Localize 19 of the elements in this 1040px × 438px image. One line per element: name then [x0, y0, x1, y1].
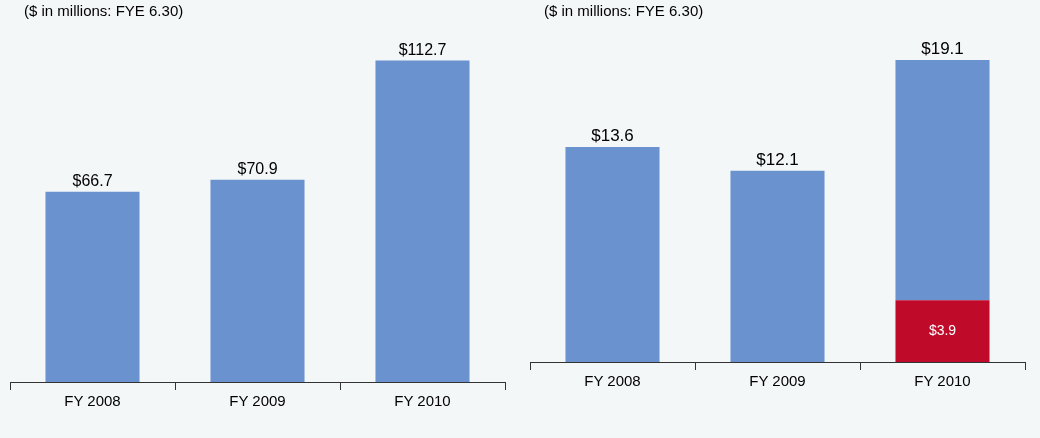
chart-subtitle: ($ in millions: FYE 6.30) [24, 2, 184, 19]
x-tick-label: FY 2008 [584, 372, 641, 390]
x-tick-label: FY 2009 [749, 372, 806, 390]
x-tick-label: FY 2008 [64, 392, 121, 410]
total-label: $12.1 [756, 149, 799, 169]
data-label: $3.9 [928, 322, 957, 339]
data-label: $66.7 [72, 172, 113, 190]
x-tick-label: FY 2009 [229, 392, 286, 410]
chart-subtitle: ($ in millions: FYE 6.30) [544, 2, 704, 19]
data-label: $112.7 [398, 40, 447, 58]
data-label: $70.9 [237, 160, 278, 178]
total-label: $13.6 [591, 126, 634, 146]
bar [895, 300, 990, 362]
bar [730, 170, 825, 362]
x-tick-label: FY 2010 [394, 392, 451, 410]
total-label: $19.1 [921, 39, 964, 59]
bar [895, 60, 990, 301]
bar [565, 146, 660, 362]
x-tick-label: FY 2010 [914, 372, 971, 390]
